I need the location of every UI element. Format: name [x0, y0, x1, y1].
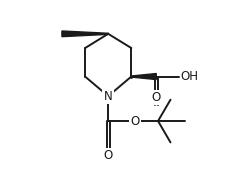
Text: O: O: [152, 91, 161, 104]
Polygon shape: [131, 74, 156, 80]
Polygon shape: [62, 31, 108, 37]
Text: N: N: [104, 90, 113, 103]
Text: O: O: [130, 114, 140, 128]
Text: OH: OH: [180, 70, 198, 83]
Text: O: O: [104, 149, 113, 162]
